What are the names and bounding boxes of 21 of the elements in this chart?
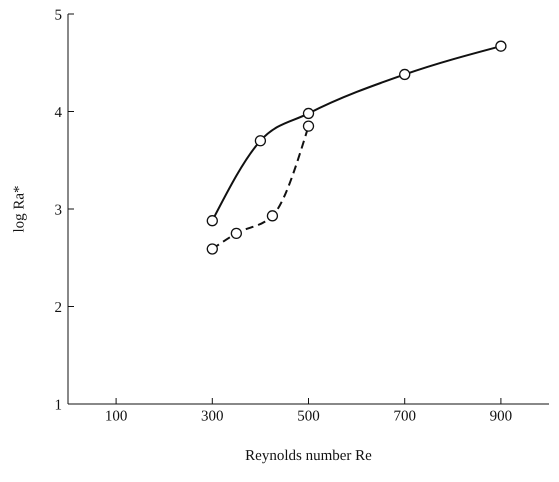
point — [399, 68, 410, 80]
y-tick-label: 1 — [54, 397, 62, 414]
y-tick-label: 2 — [54, 300, 62, 316]
x-tick-label: 100 — [104, 408, 128, 425]
point — [206, 215, 218, 226]
point — [266, 210, 278, 222]
point — [206, 243, 218, 255]
x-axis-title: Reynolds number Re — [245, 448, 372, 464]
point — [302, 120, 314, 132]
y-tick-label: 5 — [54, 7, 62, 24]
x-tick-label: 500 — [297, 408, 320, 425]
x-tick-label: 300 — [201, 408, 224, 425]
y-tick-label: 3 — [54, 202, 62, 218]
point — [254, 135, 266, 146]
point — [495, 40, 507, 52]
point — [230, 228, 242, 240]
y-tick-label: 4 — [54, 104, 62, 121]
x-tick-label: 900 — [490, 408, 512, 425]
y-axis-title: log Ra* — [11, 185, 28, 233]
point — [302, 108, 314, 120]
x-tick-label: 700 — [393, 408, 416, 425]
